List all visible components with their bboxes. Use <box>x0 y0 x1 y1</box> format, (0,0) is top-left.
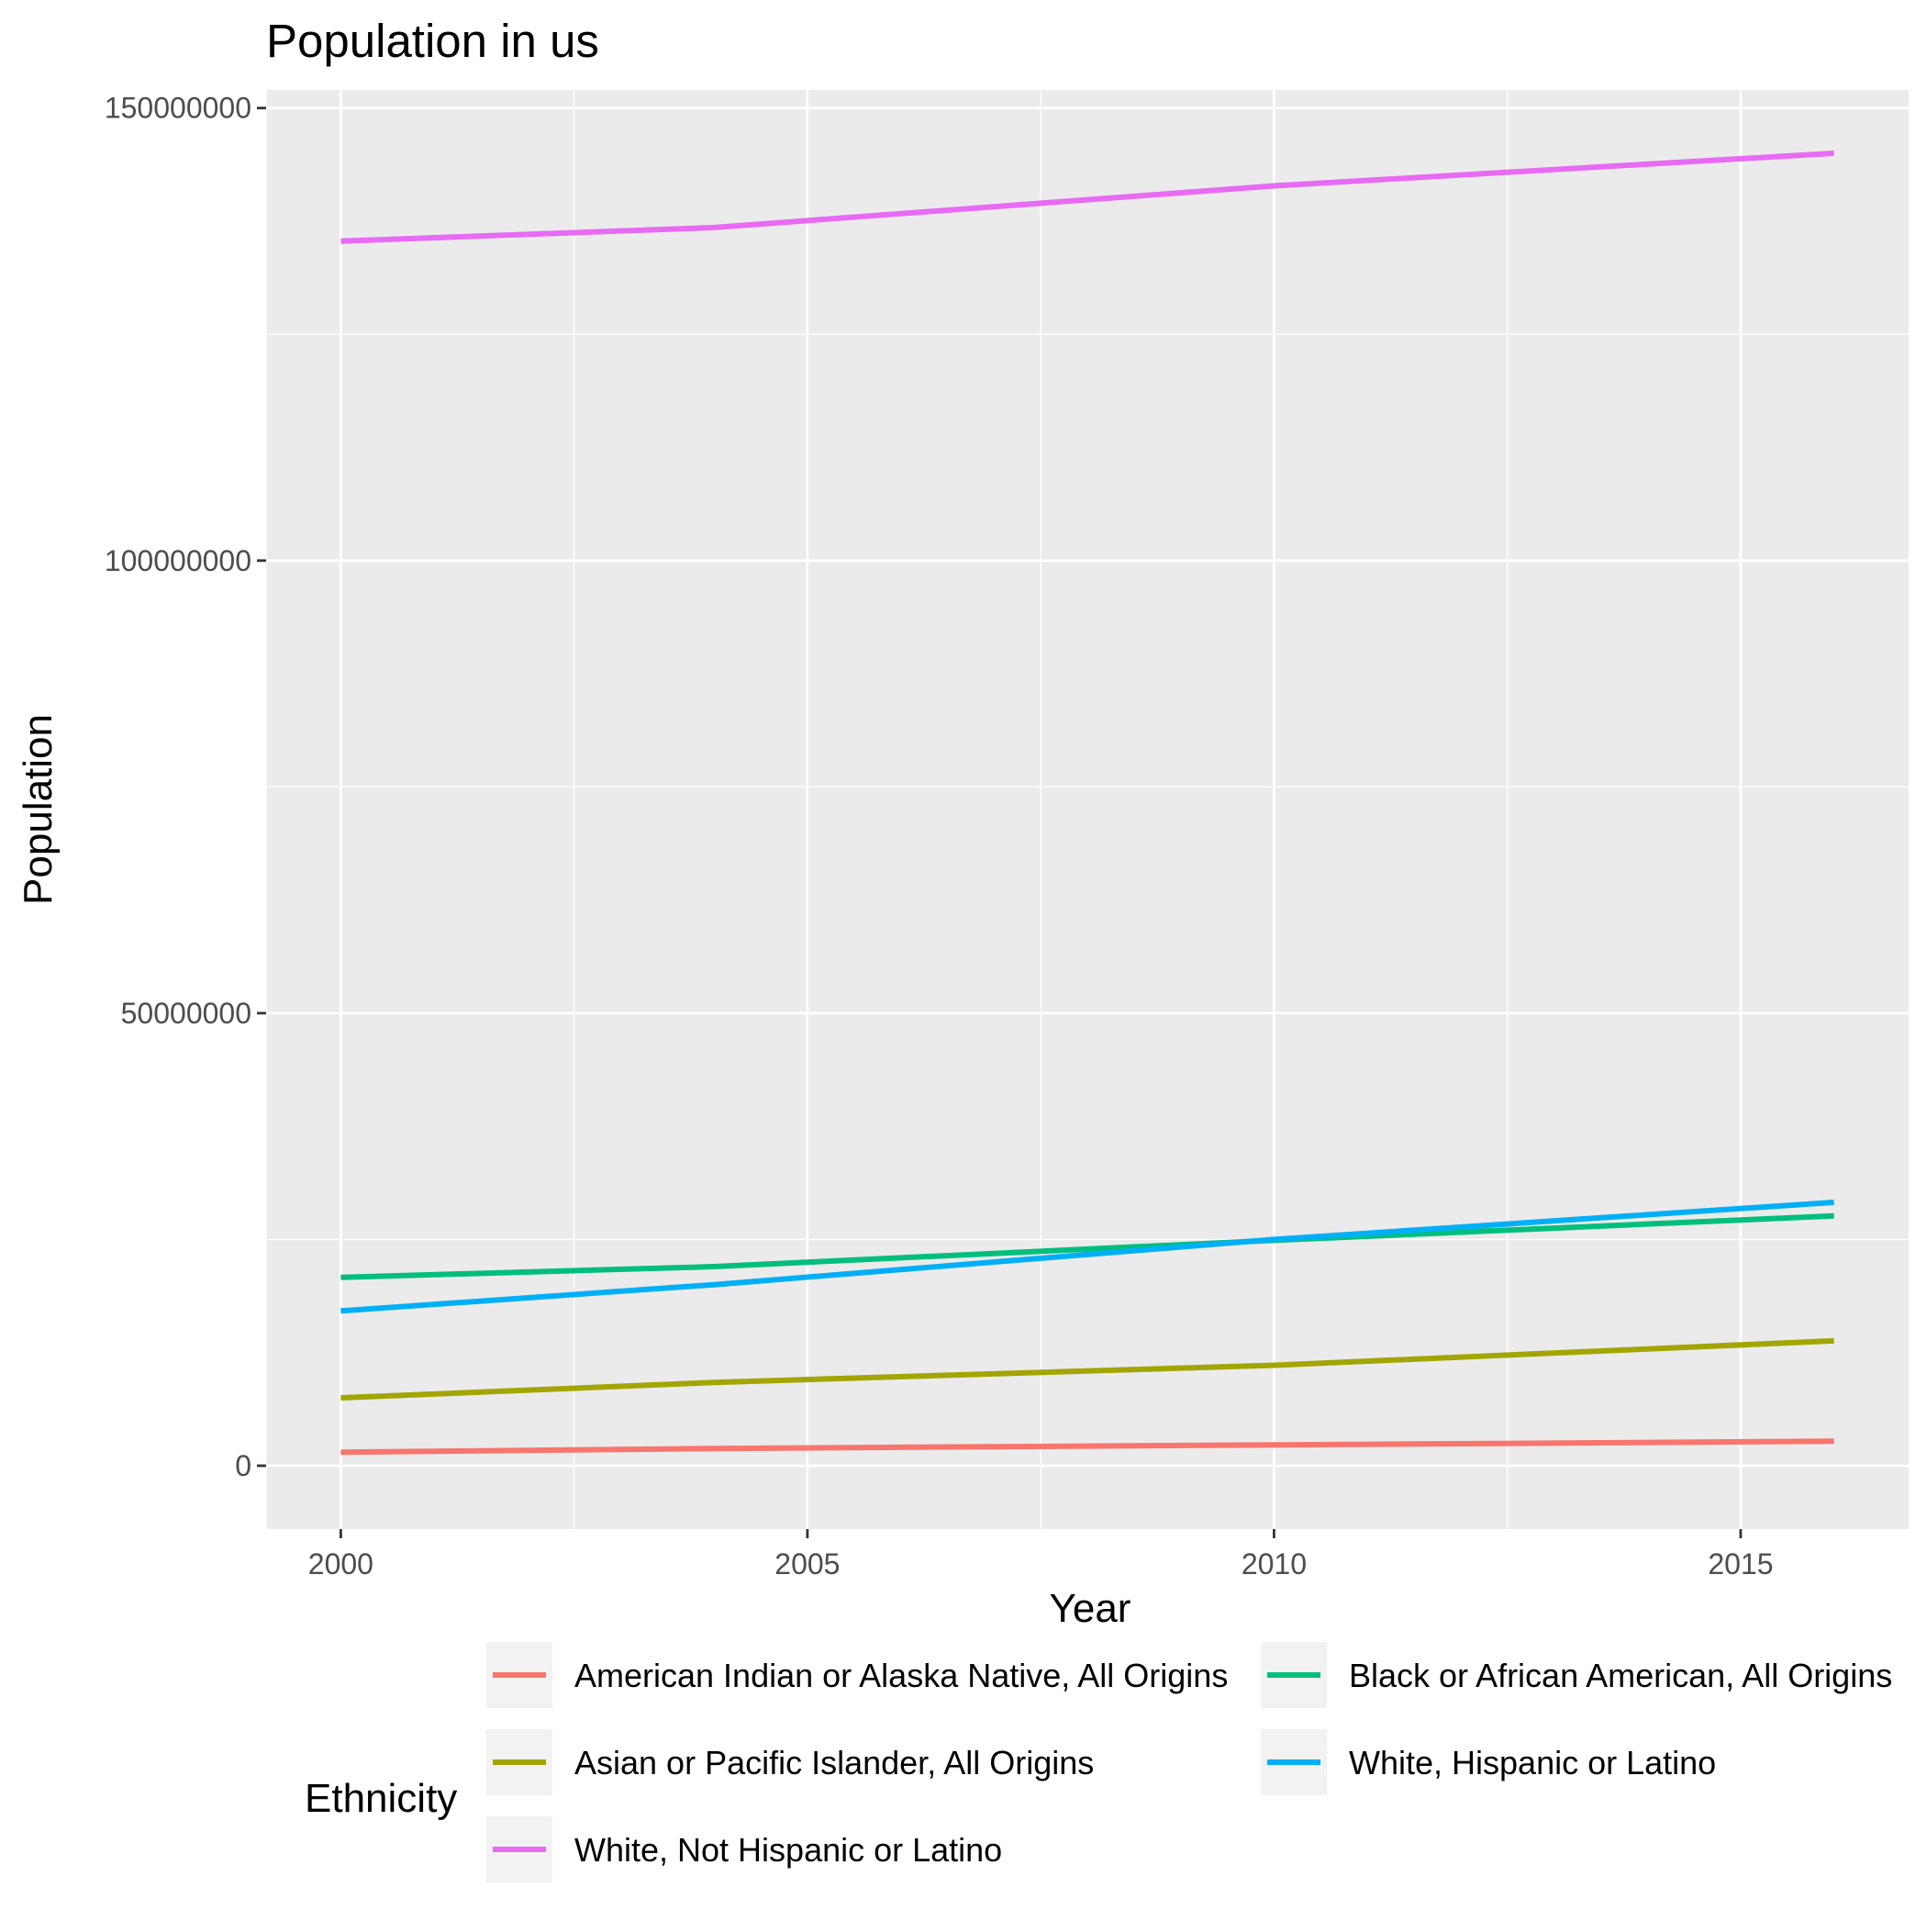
x-tick-label: 2000 <box>308 1547 373 1580</box>
series-line-0 <box>340 1438 1834 1456</box>
legend-label-1: Asian or Pacific Islander, All Origins <box>574 1744 1094 1781</box>
y-tick-label: 50000000 <box>121 997 251 1030</box>
x-tick-label: 2005 <box>774 1547 840 1580</box>
y-tick-label: 0 <box>235 1449 251 1482</box>
legend-label-2: Black or African American, All Origins <box>1349 1657 1892 1694</box>
series-lines <box>340 151 1834 1456</box>
series-line-3 <box>340 1200 1834 1314</box>
x-axis-title: Year <box>1050 1586 1131 1631</box>
chart-title: Population in us <box>266 15 599 67</box>
y-tick-label: 100000000 <box>105 544 251 577</box>
legend-label-0: American Indian or Alaska Native, All Or… <box>574 1657 1228 1694</box>
series-line-2 <box>340 1212 1834 1280</box>
x-tick-label: 2010 <box>1242 1547 1307 1580</box>
y-tick-label: 150000000 <box>105 92 251 125</box>
plot-panel <box>266 90 1909 1529</box>
legend-label-4: White, Not Hispanic or Latino <box>574 1831 1002 1869</box>
y-axis-title: Population <box>16 714 61 905</box>
y-axis: 0 50000000 100000000 150000000 <box>105 92 266 1482</box>
x-axis: 2000 2005 2010 2015 <box>308 1529 1774 1580</box>
minor-grid <box>265 90 1909 1529</box>
series-line-1 <box>340 1337 1834 1401</box>
major-grid <box>266 90 1909 1529</box>
legend-label-3: White, Hispanic or Latino <box>1349 1744 1716 1781</box>
series-line-4 <box>340 151 1834 244</box>
legend-title: Ethnicity <box>305 1776 457 1821</box>
legend: American Indian or Alaska Native, All Or… <box>486 1642 1892 1882</box>
x-tick-label: 2015 <box>1708 1547 1773 1580</box>
